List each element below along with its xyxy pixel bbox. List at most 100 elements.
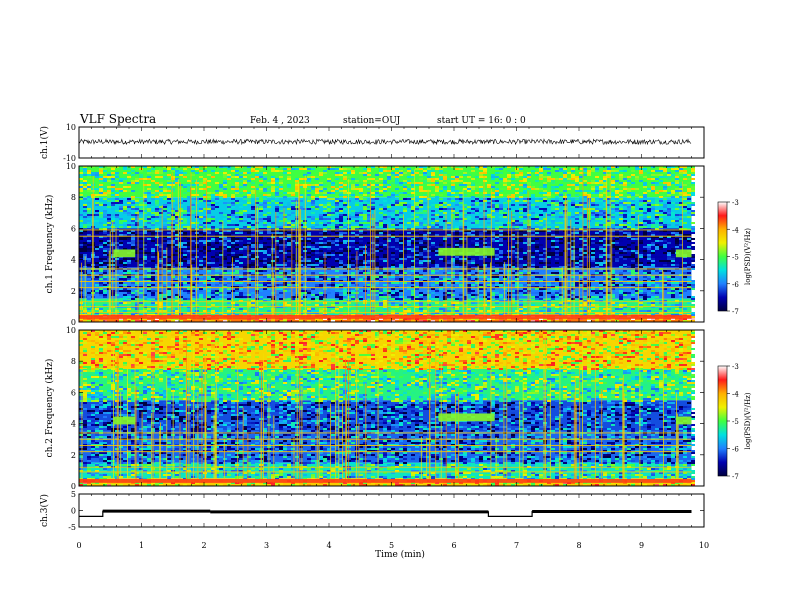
spectrogram-cell xyxy=(291,208,295,210)
spectrogram-cell xyxy=(379,180,383,182)
spectrogram-cell xyxy=(211,242,215,244)
spectrogram-cell xyxy=(359,202,363,204)
spectrogram-cell xyxy=(431,262,435,264)
spectrogram-cell xyxy=(671,216,675,218)
spectrogram-cell xyxy=(219,224,223,226)
spectrogram-cell xyxy=(255,208,259,210)
spectrogram-cell xyxy=(411,202,415,204)
spectrogram-cell xyxy=(247,222,251,224)
spectrogram-cell xyxy=(671,190,675,192)
spectrogram-cell xyxy=(79,242,83,244)
spectrogram-cell xyxy=(115,188,119,190)
spectrogram-cell xyxy=(559,270,563,272)
spectrogram-cell xyxy=(603,192,607,194)
spectrogram-cell xyxy=(151,278,155,280)
spectrogram-cell xyxy=(163,252,167,254)
spectrogram-cell xyxy=(539,178,543,180)
spectrogram-cell xyxy=(527,204,531,206)
spectrogram-cell xyxy=(555,258,559,260)
spectrogram-cell xyxy=(239,220,243,222)
spectrogram-cell xyxy=(391,222,395,224)
spectrogram-cell xyxy=(435,234,439,236)
spectrogram-cell xyxy=(295,186,299,188)
spectrogram-cell xyxy=(103,232,107,234)
spectrogram-cell xyxy=(643,168,647,170)
spectrogram-cell xyxy=(399,242,403,244)
spectrogram-cell xyxy=(379,184,383,186)
spectrogram-cell xyxy=(351,170,355,172)
spectrogram-cell xyxy=(219,254,223,256)
spectrogram-cell xyxy=(675,204,679,206)
spectrogram-cell xyxy=(619,266,623,268)
spectrogram-cell xyxy=(543,228,547,230)
spectrogram-cell xyxy=(211,196,215,198)
spectrogram-cell xyxy=(79,248,83,250)
spectrogram-cell xyxy=(231,278,235,280)
spectrogram-cell xyxy=(447,222,451,224)
spectrogram-cell xyxy=(99,222,103,224)
spectrogram-cell xyxy=(99,228,103,230)
spectrogram-cell xyxy=(499,210,503,212)
spectrogram-cell xyxy=(603,184,607,186)
spectrogram-cell xyxy=(331,244,335,246)
spectrogram-cell xyxy=(351,240,355,242)
spectrogram-cell xyxy=(603,260,607,262)
spectrogram-cell xyxy=(231,248,235,250)
spectrogram-cell xyxy=(531,188,535,190)
spectrogram-cell xyxy=(563,180,567,182)
spectrogram-cell xyxy=(327,234,331,236)
spectrogram-cell xyxy=(127,190,131,192)
spectrogram-cell xyxy=(683,276,687,278)
spectrogram-cell xyxy=(215,182,219,184)
spectrogram-cell xyxy=(271,200,275,202)
spectrogram-cell xyxy=(211,256,215,258)
spectrogram-cell xyxy=(251,206,255,208)
spectrogram-cell xyxy=(571,256,575,258)
spectrogram-cell xyxy=(511,238,515,240)
spectrogram-cell xyxy=(171,218,175,220)
spectrogram-cell xyxy=(251,218,255,220)
spectrogram-cell xyxy=(527,214,531,216)
spectrogram-cell xyxy=(159,250,163,252)
spectrogram-cell xyxy=(355,184,359,186)
spectrogram-cell xyxy=(647,178,651,180)
spectrogram-cell xyxy=(515,200,519,202)
spectrogram-cell xyxy=(671,234,675,236)
spectrogram-cell xyxy=(99,246,103,248)
spectrogram-cell xyxy=(359,190,363,192)
spectrogram-cell xyxy=(623,188,627,190)
spectrogram-cell xyxy=(83,222,87,224)
spectrogram-cell xyxy=(647,216,651,218)
spectrogram-cell xyxy=(175,272,179,274)
spectrogram-cell xyxy=(475,234,479,236)
spectrogram-cell xyxy=(143,200,147,202)
spectrogram-cell xyxy=(495,278,499,280)
spectrogram-cell xyxy=(311,200,315,202)
spectrogram-cell xyxy=(95,246,99,248)
spectrogram-cell xyxy=(651,252,655,254)
spectrogram-cell xyxy=(387,234,391,236)
spectrogram-cell xyxy=(299,206,303,208)
spectrogram-cell xyxy=(659,228,663,230)
spectrogram-cell xyxy=(255,222,259,224)
spectrogram-cell xyxy=(115,184,119,186)
spectrogram-cell xyxy=(459,194,463,196)
spectrogram-cell xyxy=(239,176,243,178)
spectrogram-cell xyxy=(583,202,587,204)
spectrogram-cell xyxy=(555,240,559,242)
spectrogram-cell xyxy=(415,216,419,218)
spectrogram-cell xyxy=(427,230,431,232)
spectrogram-cell xyxy=(215,258,219,260)
spectrogram-cell xyxy=(475,198,479,200)
spectrogram-cell xyxy=(167,194,171,196)
spectrogram-cell xyxy=(211,176,215,178)
spectrogram-cell xyxy=(179,202,183,204)
spectrogram-cell xyxy=(95,250,99,252)
spectrogram-cell xyxy=(435,184,439,186)
spectrogram-cell xyxy=(479,236,483,238)
spectrogram-cell xyxy=(643,182,647,184)
spectrogram-cell xyxy=(651,244,655,246)
spectrogram-cell xyxy=(223,218,227,220)
spectrogram-cell xyxy=(95,176,99,178)
spectrogram-cell xyxy=(323,204,327,206)
